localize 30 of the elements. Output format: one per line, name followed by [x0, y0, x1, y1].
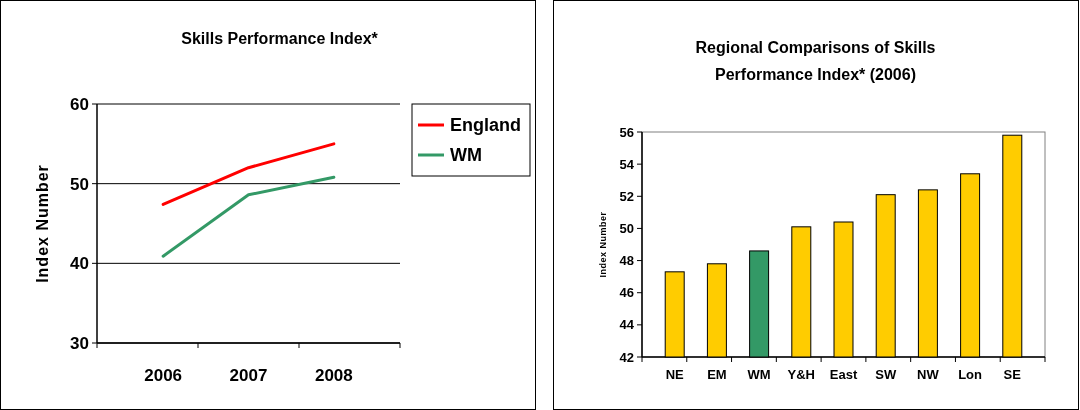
x-tick-label: NE [665, 367, 685, 382]
y-tick-label: 30 [70, 333, 89, 353]
x-tick-label: SW [875, 367, 897, 382]
y-axis-title: Index Number [34, 164, 51, 283]
y-tick-label: 60 [70, 94, 89, 114]
y-tick-label: 48 [619, 253, 634, 269]
x-tick-label: EM [707, 367, 727, 382]
y-tick-label: 42 [619, 349, 634, 365]
y-tick-label: 40 [70, 254, 89, 274]
x-tick-label: Lon [958, 367, 983, 382]
legend-label: WM [450, 145, 482, 166]
x-tick-label: 2008 [314, 366, 353, 385]
y-tick-label: 46 [619, 285, 634, 301]
y-tick-label: 44 [619, 317, 635, 333]
y-tick-label: 50 [619, 220, 634, 236]
x-tick-label: WM [747, 367, 771, 382]
x-tick-label: Y&H [787, 367, 816, 382]
y-axis-title: Index Number [598, 211, 608, 278]
x-tick-label: 2006 [144, 366, 183, 385]
legend-label: England [450, 115, 521, 136]
y-tick-label: 56 [619, 124, 634, 140]
x-tick-label: SE [1003, 367, 1022, 382]
chart-title: Skills Performance Index* [181, 30, 379, 47]
x-tick-label: NW [917, 367, 940, 382]
x-tick-label: 2007 [229, 366, 268, 385]
x-tick-label: East [829, 367, 858, 382]
chart-title: Regional Comparisons of Skills Performance Index* (2006) [695, 39, 936, 83]
y-tick-label: 50 [70, 174, 89, 194]
y-tick-label: 54 [619, 156, 635, 172]
y-tick-label: 52 [619, 188, 634, 204]
